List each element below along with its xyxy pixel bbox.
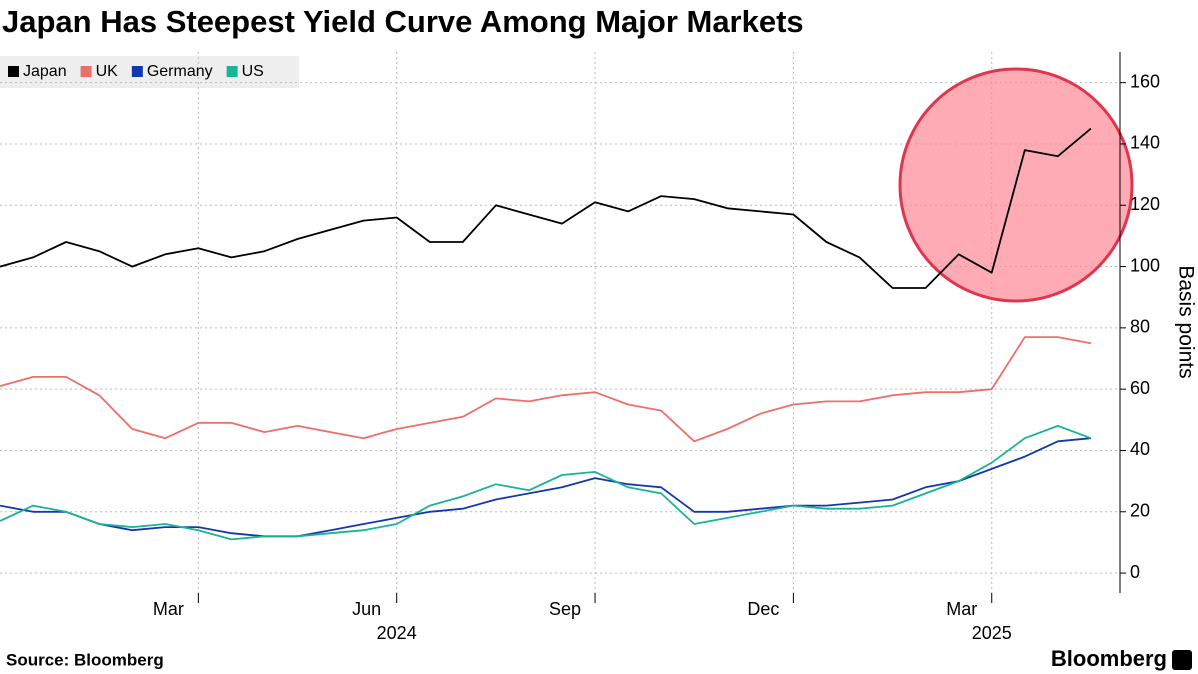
- x-year-label: 2024: [377, 623, 417, 643]
- series-line: [0, 127, 1092, 289]
- legend-swatch: [8, 66, 19, 77]
- y-tick-label: 80: [1130, 317, 1150, 337]
- y-tick-label: 20: [1130, 501, 1150, 521]
- y-tick-label: 60: [1130, 378, 1150, 398]
- x-tick-label: Jun: [352, 599, 381, 619]
- logo-icon: [1172, 650, 1192, 670]
- y-tick-label: 120: [1130, 194, 1160, 214]
- x-tick-label: Mar: [946, 599, 977, 619]
- y-tick-label: 100: [1130, 255, 1160, 275]
- legend-label: Japan: [23, 63, 67, 80]
- legend-label: Germany: [147, 63, 213, 80]
- y-tick-label: 160: [1130, 71, 1160, 91]
- series-line: [0, 437, 1091, 538]
- legend-box: [0, 56, 299, 88]
- logo: Bloomberg: [1051, 646, 1167, 671]
- y-axis-label: Basis points: [1174, 265, 1197, 378]
- y-tick-label: 140: [1130, 133, 1160, 153]
- x-tick-label: Mar: [153, 599, 184, 619]
- legend-swatch: [80, 66, 92, 77]
- legend-swatch: [226, 66, 238, 77]
- legend-swatch: [131, 66, 143, 77]
- y-tick-label: 40: [1130, 439, 1150, 459]
- legend-label: US: [242, 63, 264, 80]
- x-tick-label: Sep: [549, 599, 581, 619]
- series-line: [0, 336, 1092, 443]
- x-tick-label: Dec: [747, 599, 779, 619]
- series-line: [0, 425, 1092, 541]
- y-tick-label: 0: [1130, 562, 1140, 582]
- source: Source: Bloomberg: [6, 650, 164, 669]
- chart-title: Japan Has Steepest Yield Curve Among Maj…: [2, 4, 804, 39]
- x-year-label: 2025: [972, 623, 1012, 643]
- legend-label: UK: [96, 63, 119, 80]
